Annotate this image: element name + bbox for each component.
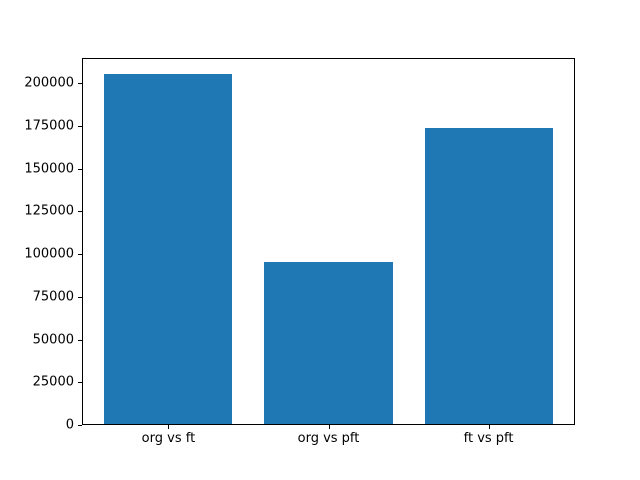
y-tick-mark [78,297,82,298]
x-tick-label: org vs ft [141,431,196,446]
x-tick-mark [489,425,490,429]
y-tick-label: 0 [65,417,74,433]
y-tick-label: 100000 [24,246,74,262]
y-tick-mark [78,126,82,127]
y-tick-mark [78,83,82,84]
y-tick-label: 75000 [32,289,74,305]
x-tick-mark [329,425,330,429]
y-tick-label: 25000 [32,374,74,390]
x-tick-label: org vs pft [297,431,360,446]
y-tick-mark [78,340,82,341]
y-tick-mark [78,425,82,426]
x-tick-mark [168,425,169,429]
y-tick-label: 150000 [24,161,74,177]
y-tick-mark [78,169,82,170]
plot-area [82,58,575,425]
y-tick-label: 50000 [32,332,74,348]
bar-org-vs-ft [104,73,233,424]
y-tick-mark [78,211,82,212]
y-tick-mark [78,382,82,383]
y-tick-mark [78,254,82,255]
y-tick-label: 175000 [24,118,74,134]
bar-ft-vs-pft [424,127,553,424]
x-tick-label: ft vs pft [463,431,514,446]
bar-org-vs-pft [264,261,393,424]
y-tick-label: 200000 [24,75,74,91]
y-tick-label: 125000 [24,203,74,219]
